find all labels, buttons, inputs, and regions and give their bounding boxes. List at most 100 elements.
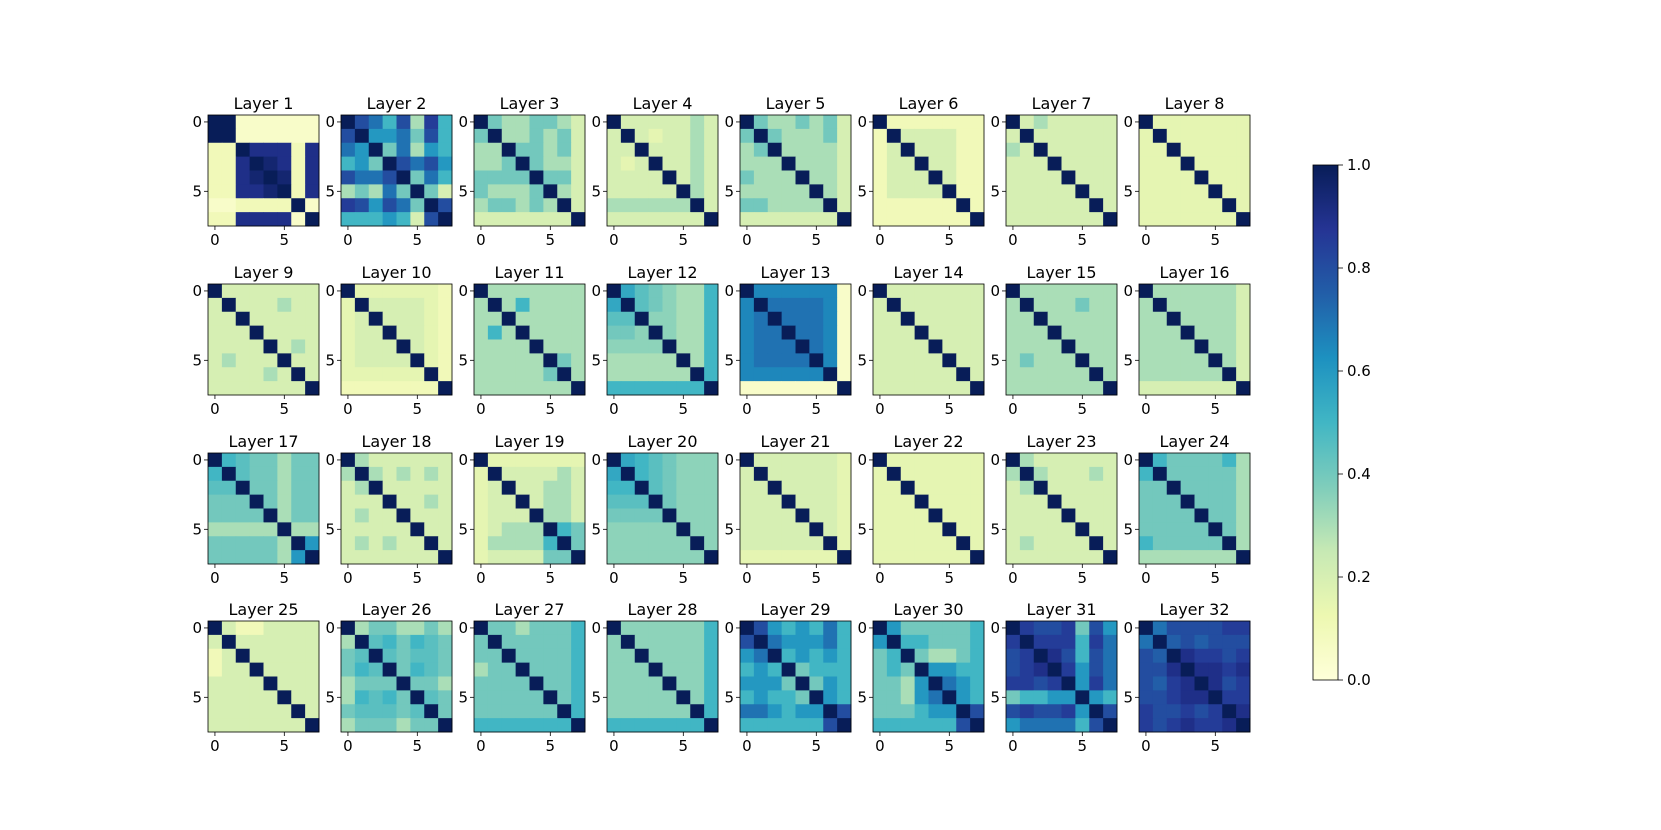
heatmap-cell [634, 662, 650, 677]
heatmap-cell [382, 367, 397, 382]
heatmap-cell [515, 718, 530, 733]
heatmap-cell [1208, 353, 1223, 368]
panel-title: Layer 29 [760, 600, 830, 619]
heatmap-cell [928, 621, 943, 636]
heatmap-cell [1089, 297, 1104, 313]
heatmap-cell [341, 212, 356, 227]
panel-frame [739, 620, 852, 733]
heatmap-cell [823, 212, 838, 227]
heatmap-cell [208, 142, 223, 158]
heatmap-cell [1139, 311, 1154, 327]
heatmap-panel: Layer 150 505 [990, 263, 1118, 418]
heatmap-cell [914, 536, 929, 551]
heatmap-cell [396, 115, 411, 130]
heatmap-cell [277, 339, 292, 354]
heatmap-cell [354, 184, 370, 199]
heatmap-cell [1236, 339, 1251, 354]
heatmap-cell [900, 508, 916, 523]
heatmap-cell [1061, 718, 1076, 733]
heatmap-cell [410, 466, 425, 482]
y-tick-label: 5 [990, 520, 1000, 538]
heatmap-cell [914, 621, 929, 636]
heatmap-cell [277, 718, 292, 733]
heatmap-cell [208, 339, 223, 354]
heatmap-cell [823, 480, 838, 496]
heatmap-cell [781, 550, 796, 565]
heatmap-cell [438, 212, 453, 227]
heatmap-cell [208, 311, 223, 327]
heatmap-cell [781, 662, 796, 677]
heatmap-cell [382, 690, 397, 705]
heatmap-cell [781, 198, 796, 213]
heatmap-cell [809, 676, 824, 691]
heatmap-cell [305, 170, 320, 185]
panel-title: Layer 11 [494, 263, 564, 282]
heatmap-cell [501, 212, 517, 227]
heatmap-cell [914, 184, 929, 199]
heatmap-cell [704, 170, 719, 185]
heatmap-cell [1075, 453, 1090, 468]
heatmap-cell [368, 634, 384, 650]
heatmap-cell [424, 704, 439, 719]
heatmap-cell [543, 311, 558, 327]
heatmap-cell [208, 381, 223, 396]
heatmap-cell [515, 480, 530, 496]
heatmap-cell [341, 466, 356, 482]
heatmap-cell [263, 156, 278, 171]
heatmap-cell [529, 325, 544, 340]
heatmap-cell [928, 170, 943, 185]
heatmap-cell [305, 339, 320, 354]
heatmap-cell [634, 142, 650, 158]
heatmap-cell [1006, 453, 1021, 468]
heatmap-cell [873, 156, 888, 171]
heatmap-cell [914, 297, 929, 313]
panel-title: Layer 24 [1159, 432, 1229, 451]
heatmap-cell [1222, 381, 1237, 396]
heatmap-cell [1236, 381, 1251, 396]
heatmap-cell [1222, 676, 1237, 691]
heatmap-cell [648, 704, 663, 719]
heatmap-cell [1103, 466, 1118, 482]
heatmap-cell [620, 676, 636, 691]
heatmap-cell [341, 353, 356, 368]
heatmap-cell [571, 536, 586, 551]
heatmap-cell [1180, 142, 1195, 158]
heatmap-cell [767, 704, 783, 719]
heatmap-cell [235, 508, 251, 523]
heatmap-panel: Layer 310 505 [990, 600, 1118, 755]
heatmap-cell [341, 690, 356, 705]
heatmap-cell [543, 381, 558, 396]
heatmap-cell [221, 170, 237, 185]
heatmap-cell [341, 156, 356, 171]
heatmap-cell [809, 212, 824, 227]
heatmap-cell [914, 508, 929, 523]
heatmap-cell [515, 198, 530, 213]
heatmap-cell [571, 508, 586, 523]
heatmap-cell [1075, 634, 1090, 650]
heatmap-cell [970, 522, 985, 537]
heatmap-cell [341, 367, 356, 382]
heatmap-cell [1152, 718, 1168, 733]
heatmap-cell [1033, 718, 1049, 733]
heatmap-cell [970, 297, 985, 313]
heatmap-cell [886, 128, 902, 144]
heatmap-cell [767, 494, 783, 509]
heatmap-cell [249, 284, 264, 299]
heatmap-cell [1208, 284, 1223, 299]
heatmap-cell [382, 480, 397, 496]
heatmap-cell [740, 353, 755, 368]
heatmap-cell [354, 718, 370, 733]
heatmap-cell [543, 508, 558, 523]
heatmap-cell [291, 676, 306, 691]
heatmap-cell [1139, 718, 1154, 733]
heatmap-cell [1019, 212, 1035, 227]
heatmap-cell [767, 339, 783, 354]
heatmap-cell [1139, 156, 1154, 171]
heatmap-cell [823, 621, 838, 636]
x-tick-label: 0 [742, 737, 752, 755]
y-tick-label: 5 [857, 351, 867, 369]
heatmap-cell [690, 494, 705, 509]
heatmap-cell [823, 115, 838, 130]
heatmap-cell [1019, 284, 1035, 299]
heatmap-cell [837, 508, 852, 523]
